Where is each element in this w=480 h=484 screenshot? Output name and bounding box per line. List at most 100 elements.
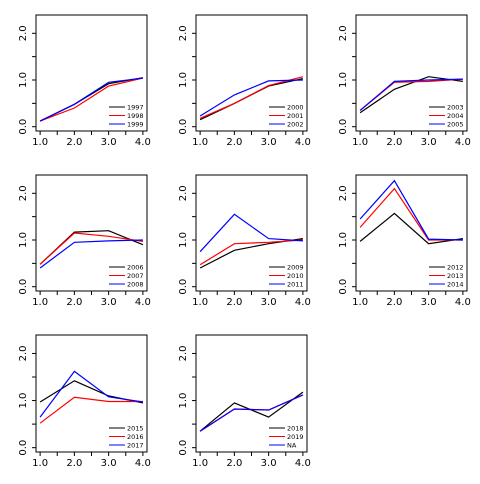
x-tick-label: 1.0	[352, 137, 368, 148]
x-tick-label: 3.0	[261, 297, 277, 308]
x-tick-label: 2.0	[226, 297, 242, 308]
x-tick-label: 3.0	[421, 137, 437, 148]
x-tick-label: 4.0	[295, 297, 311, 308]
legend-entry: 2000	[287, 103, 304, 111]
x-tick-label: 2.0	[386, 137, 402, 148]
series-line-2007	[39, 232, 143, 265]
legend-entry: 2005	[447, 120, 464, 128]
y-tick-label: 2.0	[18, 25, 29, 41]
y-tick-label: 0.0	[18, 119, 29, 135]
legend-entry: 2011	[287, 280, 304, 288]
y-tick-label: 1.0	[338, 232, 349, 248]
x-tick-label: 3.0	[101, 458, 117, 469]
legend-entry: 2007	[127, 272, 144, 280]
series-line-2012	[359, 212, 463, 245]
legend-entry: 2009	[287, 263, 304, 271]
legend-entry: 2012	[447, 263, 464, 271]
legend-entry: 2015	[127, 424, 144, 432]
y-tick-label: 1.0	[18, 393, 29, 409]
x-tick-label: 1.0	[32, 458, 48, 469]
series-line-2006	[39, 230, 144, 265]
y-tick-label: 2.0	[338, 25, 349, 41]
x-tick-label: 2.0	[386, 297, 402, 308]
x-tick-label: 4.0	[135, 137, 151, 148]
x-tick-label: 3.0	[101, 137, 117, 148]
y-tick-label: 2.0	[178, 185, 189, 201]
y-tick-label: 1.0	[178, 393, 189, 409]
legend-entry: 2006	[127, 263, 144, 271]
y-tick-label: 0.0	[338, 119, 349, 135]
legend-entry: 2008	[127, 280, 144, 288]
series-line-NA	[199, 394, 304, 432]
y-tick-label: 2.0	[18, 185, 29, 201]
x-tick-label: 4.0	[455, 137, 471, 148]
legend-entry: 2014	[447, 280, 464, 288]
series-line-2013	[359, 187, 463, 241]
series-line-1999	[39, 77, 143, 122]
legend-entry: 2016	[127, 433, 144, 441]
y-tick-label: 1.0	[178, 72, 189, 88]
x-tick-label: 3.0	[261, 137, 277, 148]
series-line-2008	[39, 239, 143, 269]
y-tick-label: 0.0	[338, 279, 349, 295]
series-line-1998	[39, 77, 144, 122]
y-tick-label: 1.0	[18, 72, 29, 88]
y-tick-label: 2.0	[178, 346, 189, 362]
x-tick-label: 1.0	[192, 137, 208, 148]
x-tick-label: 1.0	[352, 297, 368, 308]
x-tick-label: 4.0	[295, 137, 311, 148]
legend-entry: 1999	[127, 120, 144, 128]
x-tick-label: 3.0	[101, 297, 117, 308]
y-tick-label: 2.0	[338, 185, 349, 201]
legend-entry: 2017	[127, 441, 144, 449]
x-tick-label: 2.0	[226, 458, 242, 469]
y-tick-label: 1.0	[178, 232, 189, 248]
series-line-2002	[199, 79, 303, 117]
y-tick-label: 1.0	[18, 232, 29, 248]
y-tick-label: 2.0	[18, 346, 29, 362]
x-tick-label: 2.0	[66, 137, 82, 148]
x-tick-label: 1.0	[192, 297, 208, 308]
x-tick-label: 4.0	[135, 458, 151, 469]
legend-entry: 1997	[127, 103, 144, 111]
series-line-2005	[359, 78, 463, 111]
x-tick-label: 1.0	[32, 137, 48, 148]
y-tick-label: 0.0	[18, 440, 29, 456]
x-tick-label: 1.0	[32, 297, 48, 308]
x-tick-label: 2.0	[66, 297, 82, 308]
legend-entry: 1998	[127, 112, 144, 120]
legend-entry: 2018	[287, 424, 304, 432]
y-tick-label: 0.0	[178, 279, 189, 295]
legend-entry: 2019	[287, 433, 304, 441]
x-tick-label: 2.0	[66, 458, 82, 469]
legend-entry: 2003	[447, 103, 464, 111]
legend-entry: 2002	[287, 120, 304, 128]
legend-entry: 2010	[287, 272, 304, 280]
x-tick-label: 2.0	[226, 137, 242, 148]
legend-entry: 2013	[447, 272, 464, 280]
series-line-2016	[39, 396, 143, 424]
series-line-2014	[359, 179, 463, 241]
series-line-2001	[199, 76, 304, 119]
legend-entry: 2004	[447, 112, 464, 120]
x-tick-label: 3.0	[261, 458, 277, 469]
x-tick-label: 3.0	[421, 297, 437, 308]
series-line-2017	[39, 370, 143, 418]
x-tick-label: 4.0	[295, 458, 311, 469]
x-tick-label: 4.0	[455, 297, 471, 308]
x-tick-label: 1.0	[192, 458, 208, 469]
y-tick-label: 1.0	[338, 72, 349, 88]
legend-entry: 2001	[287, 112, 304, 120]
series-line-2010	[199, 239, 303, 266]
y-tick-label: 2.0	[178, 25, 189, 41]
y-tick-label: 0.0	[178, 440, 189, 456]
